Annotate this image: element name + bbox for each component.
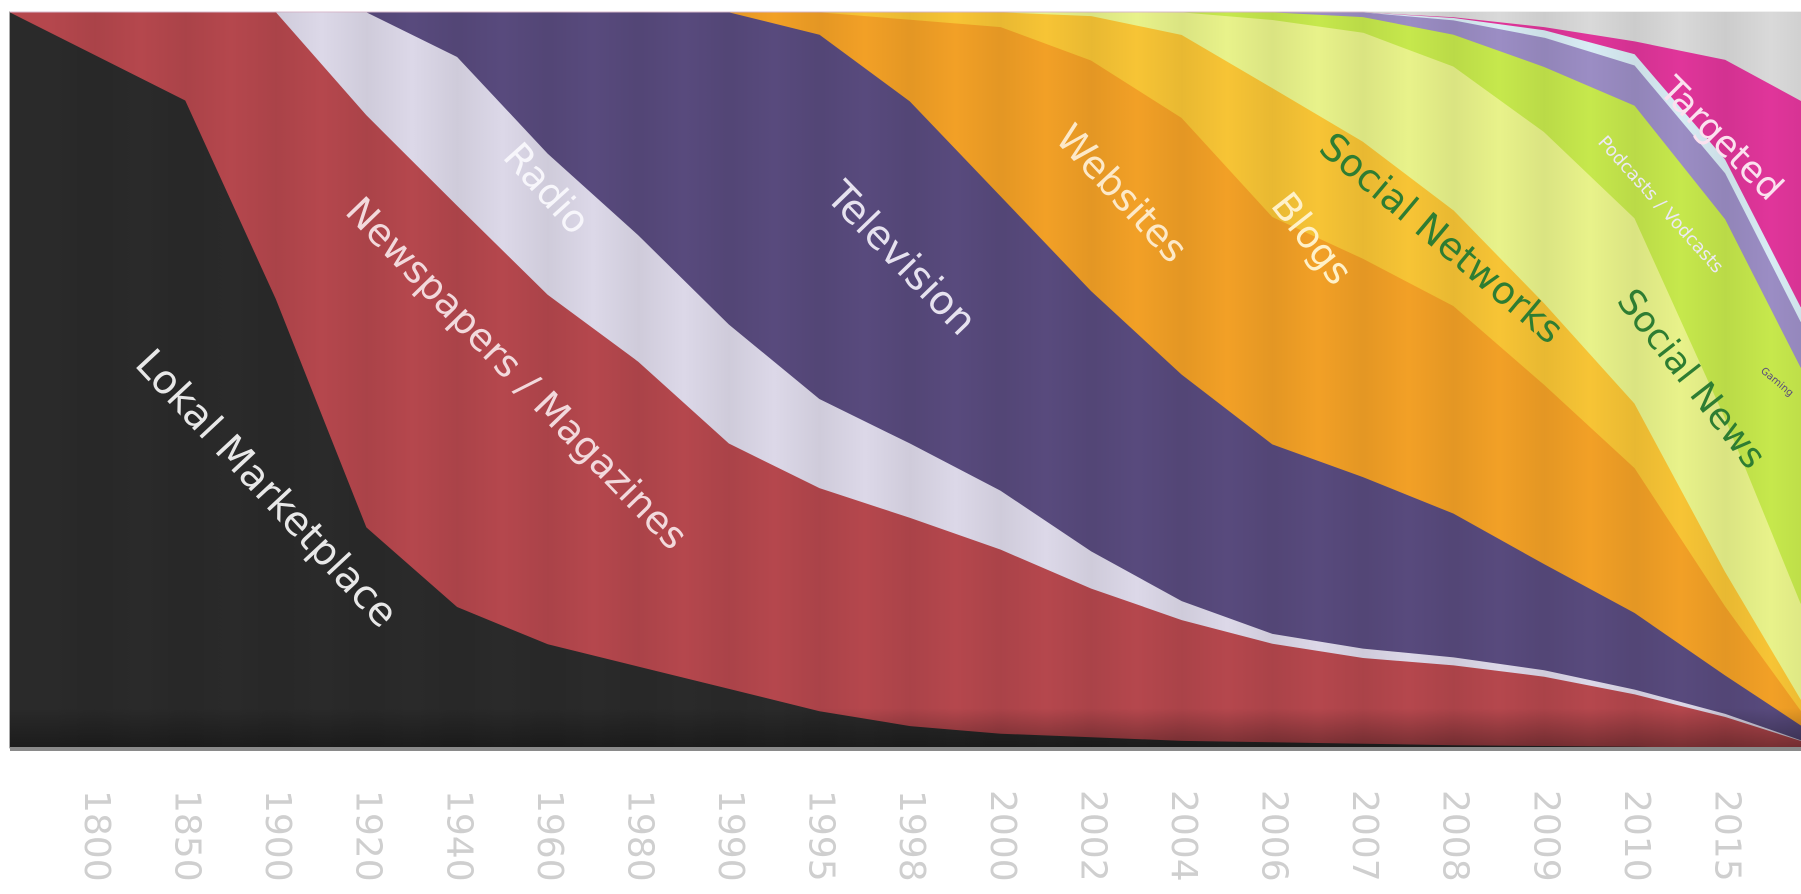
tick-label-2004: 2004	[1163, 790, 1204, 882]
tick-label-2006: 2006	[1254, 790, 1295, 882]
tick-label-2008: 2008	[1435, 790, 1476, 882]
gridline-stripe	[1136, 12, 1228, 748]
gridline-stripe	[412, 12, 503, 748]
tick-label-2009: 2009	[1525, 790, 1566, 882]
gridline-stripe	[864, 12, 956, 748]
tick-label-1940: 1940	[438, 790, 479, 882]
tick-label-1920: 1920	[348, 790, 389, 882]
gridline-stripe	[1770, 12, 1801, 748]
tick-label-2010: 2010	[1616, 790, 1657, 882]
tick-label-1800: 1800	[76, 790, 117, 882]
gridline-stripe	[230, 12, 322, 748]
gridline-stripe	[1317, 12, 1409, 748]
tick-label-2002: 2002	[1072, 790, 1113, 882]
tick-label-2015: 2015	[1706, 790, 1747, 882]
gridline-stripe	[502, 12, 594, 748]
x-axis-tick-labels: 1800 1850 1900 1920 1940 1960 1980 1990 1995 1998…	[76, 790, 1801, 882]
vertical-gridlines	[49, 12, 1801, 748]
gridline-stripe	[1680, 12, 1771, 748]
tick-label-1960: 1960	[529, 790, 570, 882]
gridline-stripe	[1408, 12, 1499, 748]
gridline-stripe	[683, 12, 775, 748]
tick-label-1995: 1995	[801, 790, 842, 882]
tick-label-1900: 1900	[257, 790, 298, 882]
gridline-stripe	[1046, 12, 1137, 748]
tick-label-2007: 2007	[1344, 790, 1385, 882]
tick-label-1850: 1850	[167, 790, 208, 882]
tick-label-1980: 1980	[619, 790, 660, 882]
tick-label-2000: 2000	[982, 790, 1023, 882]
tick-label-1998: 1998	[891, 790, 932, 882]
gridline-stripe	[321, 12, 412, 748]
gridline-stripe	[1499, 12, 1590, 748]
gridline-stripe	[140, 12, 231, 748]
baseline-shadow	[10, 708, 1801, 748]
tick-label-1990: 1990	[710, 790, 751, 882]
gridline-stripe	[1589, 12, 1681, 748]
gridline-stripe	[774, 12, 865, 748]
gridline-stripe	[593, 12, 684, 748]
gridline-stripe	[49, 12, 141, 748]
gridline-stripe	[1227, 12, 1318, 748]
gridline-stripe	[955, 12, 1047, 748]
tick-label-2020: 2020	[1797, 790, 1801, 882]
